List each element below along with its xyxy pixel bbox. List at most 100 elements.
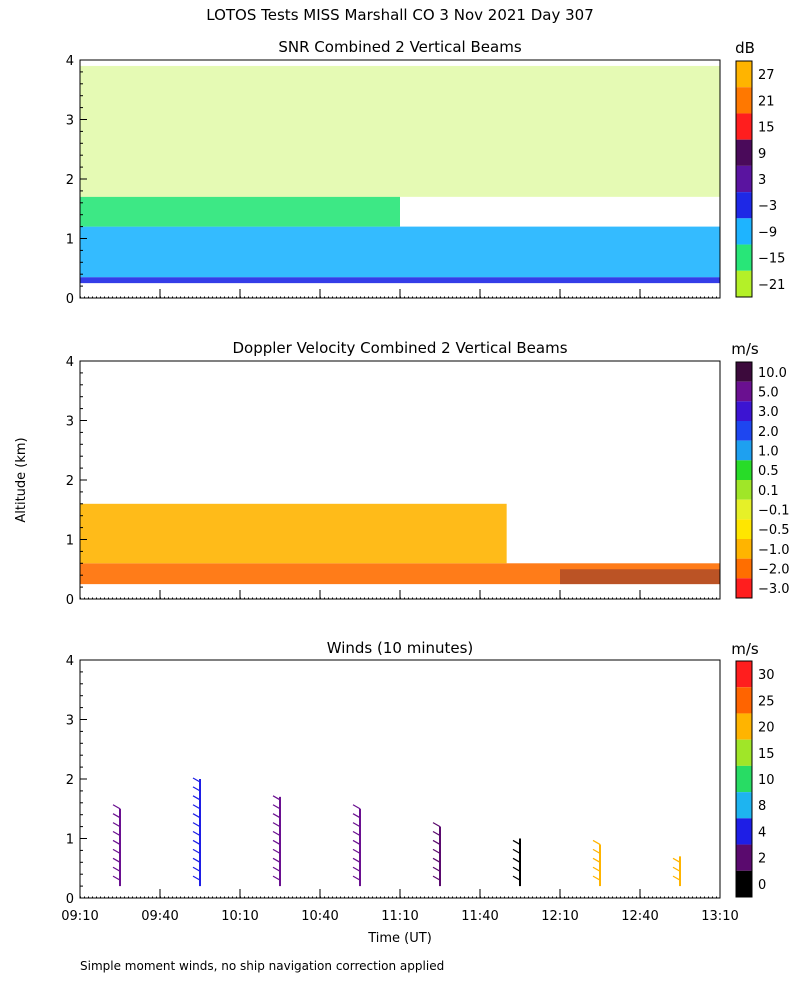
wind-barb [112,848,121,854]
wind-barb [272,804,281,810]
wind-barb [112,822,121,828]
colorbar-label: 1.0 [758,445,779,460]
wind-barb [272,839,281,845]
panel-snr-title: SNR Combined 2 Vertical Beams [278,38,521,56]
panel-doppler-y-axis: 0 1 2 3 4 [66,355,87,608]
wind-barb [112,875,121,881]
colorbar-label: −9 [758,225,777,240]
colorbar-swatch [736,687,752,714]
wind-barb [272,831,281,837]
wind-barb [352,848,361,854]
panel-doppler: Doppler Velocity Combined 2 Vertical Bea… [66,339,790,608]
wind-barb [112,831,121,837]
wind-barb [352,839,361,845]
wind-barb [432,848,441,854]
wind-barb [592,848,601,854]
colorbar-label: −0.1 [758,504,790,519]
y-tick-label: 4 [66,54,74,69]
colorbar-swatch [736,61,752,88]
wind-barb [112,866,121,872]
snr-colorbar: 27 21 15 9 3 −3 −9 −15 −21 [735,60,785,298]
wind-barb [512,848,521,854]
wind-barb [512,875,521,881]
x-tick-label: 11:40 [461,909,498,924]
wind-barb [352,857,361,863]
wind-barb [672,875,681,881]
colorbar-label: 3.0 [758,405,779,420]
y-tick-label: 3 [66,714,74,729]
doppler-colorbar: 10.0 5.0 3.0 2.0 1.0 0.5 0.1 −0.1 −0.5 −1.0 −2.0 −3… [735,361,790,599]
wind-barb [592,875,601,881]
colorbar-swatch [736,792,752,819]
wind-barb [432,857,441,863]
colorbar-label: 2.0 [758,425,779,440]
colorbar-label: 8 [758,799,766,814]
colorbar-swatch [736,381,752,402]
colorbar-swatch [736,539,752,559]
wind-barb [192,831,201,837]
panel-snr-y-axis: 0 1 2 3 4 [66,54,87,307]
wind-barb [432,875,441,881]
wind-barb [512,839,521,845]
colorbar-swatch [736,139,752,166]
x-tick-label: 10:10 [221,909,258,924]
y-tick-label: 2 [66,474,74,489]
colorbar-label: −2.0 [758,563,790,578]
colorbar-swatch [736,661,752,688]
wind-barb [272,875,281,881]
y-tick-label: 0 [66,292,74,307]
colorbar-label: −21 [758,278,785,293]
wind-barb [432,822,441,828]
colorbar-label: 0.1 [758,484,779,499]
panel-doppler-title: Doppler Velocity Combined 2 Vertical Bea… [232,339,567,357]
wind-barb [272,848,281,854]
colorbar-swatch [736,362,752,382]
panel-winds-y-axis: 0 1 2 3 4 [66,654,87,907]
colorbar-swatch [736,244,752,271]
wind-barb [352,822,361,828]
panel-winds-colorbar-unit: m/s [731,640,759,658]
colorbar-swatch [736,818,752,845]
colorbar-swatch [736,192,752,219]
wind-barb [192,804,201,810]
wind-barb [352,831,361,837]
snr-field [80,65,720,298]
x-axis-label: Time (UT) [367,931,432,946]
y-tick-label: 3 [66,415,74,430]
colorbar-swatch [736,87,752,114]
colorbar-swatch [736,870,752,897]
wind-barb [112,804,121,810]
wind-barb [192,866,201,872]
colorbar-swatch [736,844,752,871]
y-tick-label: 2 [66,773,74,788]
colorbar-frame [735,361,753,599]
wind-barb [272,857,281,863]
x-tick-label: 10:40 [301,909,338,924]
panel-doppler-x-axis [79,590,721,599]
colorbar-swatch [736,519,752,539]
colorbar-label: 27 [758,68,775,83]
colorbar-swatch [736,739,752,766]
panel-winds: Winds (10 minutes) m/s 0 1 2 3 4 09:10 09:40 1… [61,639,774,924]
field-layer [560,569,720,585]
wind-barb [592,857,601,863]
wind-barb [352,813,361,819]
y-tick-label: 1 [66,233,74,248]
panel-snr-x-axis [79,289,721,298]
wind-barb [192,786,201,792]
x-tick-label: 12:40 [621,909,658,924]
y-tick-label: 2 [66,173,74,188]
colorbar-swatch [736,218,752,245]
colorbar-swatch [736,460,752,480]
wind-barb [112,813,121,819]
wind-barb [352,804,361,810]
wind-barb [432,866,441,872]
colorbar-label: 10 [758,773,775,788]
wind-barb [272,866,281,872]
y-tick-label: 4 [66,355,74,370]
colorbar-label: −1.0 [758,543,790,558]
wind-barb [272,795,281,801]
colorbar-swatch [736,480,752,500]
